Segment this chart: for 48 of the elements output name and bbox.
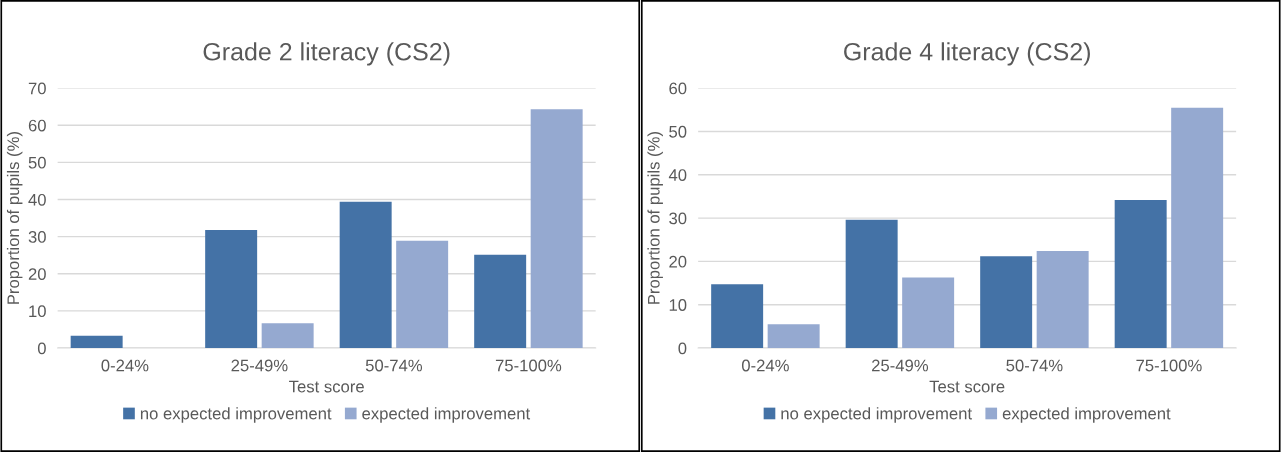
bar — [261, 323, 314, 349]
bar — [980, 256, 1033, 349]
x-tick-label: 0-24% — [101, 359, 149, 372]
y-tick-label: 0 — [678, 342, 687, 355]
y-tick-label: 40 — [28, 193, 46, 206]
y-tick-label: 50 — [669, 125, 687, 138]
x-tick-label: 50-74% — [1006, 359, 1063, 372]
bar — [1036, 251, 1089, 349]
bar — [845, 219, 898, 349]
bar — [396, 240, 449, 349]
x-axis-title: Test score — [289, 380, 364, 393]
y-tick-label: 60 — [669, 82, 687, 95]
y-tick-label: 20 — [669, 255, 687, 268]
x-tick-label: 75-100% — [495, 359, 562, 372]
y-tick-label: 40 — [668, 169, 687, 181]
y-tick-label: 30 — [669, 212, 687, 225]
y-tick-label: 20 — [28, 268, 46, 280]
chart-title: Grade 4 literacy (CS2) — [844, 42, 1090, 66]
y-tick-label: 60 — [28, 119, 46, 132]
bar — [1171, 107, 1224, 349]
bar — [70, 335, 123, 349]
x-axis-title: Test score — [929, 380, 1005, 393]
bar — [474, 254, 527, 349]
bar — [339, 201, 392, 349]
legend-label: expected improvement — [1002, 407, 1171, 423]
bar — [902, 277, 955, 349]
bar — [711, 284, 764, 349]
x-tick-label: 75-100% — [1136, 359, 1202, 372]
x-tick-label: 25-49% — [872, 359, 929, 372]
x-tick-label: 0-24% — [741, 359, 789, 372]
y-tick-label: 30 — [28, 231, 46, 243]
bar — [767, 324, 820, 349]
y-tick-label: 70 — [28, 82, 46, 95]
y-tick-label: 10 — [669, 299, 687, 311]
bar — [205, 229, 258, 349]
y-axis-title: Proportion of pupils (%) — [6, 132, 23, 304]
legend-label: no expected improvement — [140, 407, 332, 423]
y-tick-label: 10 — [29, 305, 46, 318]
y-tick-label: 50 — [28, 156, 46, 169]
bar — [1114, 199, 1167, 349]
legend-label: expected improvement — [362, 407, 531, 423]
x-tick-label: 25-49% — [231, 359, 288, 372]
y-tick-label: 0 — [37, 342, 46, 355]
y-axis-title: Proportion of pupils (%) — [647, 132, 663, 304]
x-tick-label: 50-74% — [365, 359, 423, 372]
bar — [530, 109, 583, 349]
chart-title: Grade 2 literacy (CS2) — [203, 42, 450, 66]
legend-label: no expected improvement — [781, 407, 972, 423]
